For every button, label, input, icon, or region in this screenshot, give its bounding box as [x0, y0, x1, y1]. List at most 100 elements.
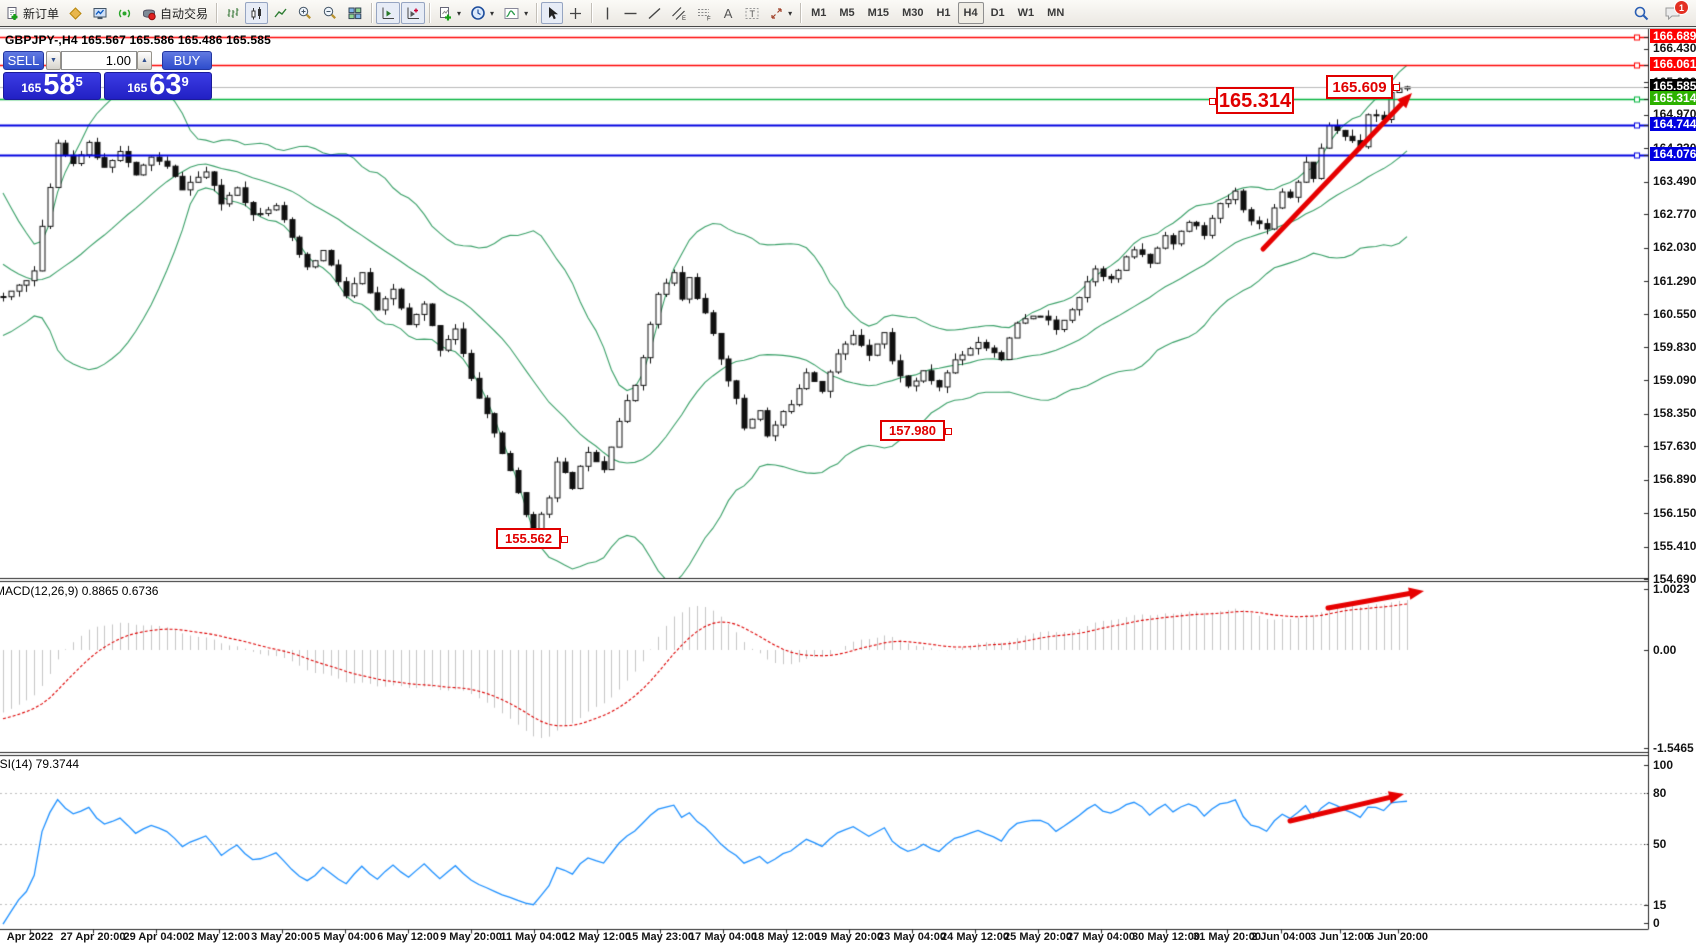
symbol-header: GBPJPY-,H4 165.567 165.586 165.486 165.5…: [5, 33, 271, 47]
time-axis-label: 25 May 20:00: [1004, 931, 1072, 943]
cursor-icon: [545, 6, 559, 21]
toolbar-separator: [216, 3, 218, 23]
fibonacci-button[interactable]: F: [692, 2, 716, 24]
cursor-button[interactable]: [541, 2, 564, 24]
toolbar-separator: [800, 3, 802, 23]
zoom-out-button[interactable]: [318, 2, 342, 24]
indicators-button[interactable]: ▾: [499, 2, 532, 24]
periods-button[interactable]: ▾: [466, 2, 498, 24]
callout-anchor: [1393, 84, 1400, 91]
timeframe-m1[interactable]: M1: [811, 7, 827, 19]
new-order-icon: [5, 6, 20, 21]
notifications-button[interactable]: 1: [1664, 0, 1689, 21]
time-axis-label: 6 Jun 20:00: [1368, 931, 1428, 943]
search-icon[interactable]: [1633, 5, 1650, 22]
volume-increase-button[interactable]: ▲: [137, 51, 152, 70]
horizontal-line-button[interactable]: [619, 2, 642, 24]
callout-anchor: [1209, 97, 1216, 105]
new-chart-button[interactable]: ▾: [434, 2, 465, 24]
bar-chart-button[interactable]: [221, 2, 244, 24]
auto-trading-icon: [141, 6, 157, 21]
buy-price-pip: 9: [181, 74, 189, 89]
time-axis-label: 2 May 12:00: [188, 931, 250, 943]
time-axis-label: 23 May 04:00: [878, 931, 946, 943]
volume-decrease-button[interactable]: ▼: [46, 51, 61, 70]
price-callout-155562[interactable]: 155.562: [496, 528, 568, 549]
vertical-line-icon: [601, 6, 614, 21]
price-axis-badge: 164.076: [1650, 147, 1696, 162]
toolbar-separator: [536, 3, 538, 23]
macd-scale-label: -1.5465: [1653, 740, 1694, 755]
time-axis-label: 11 May 04:00: [500, 931, 568, 943]
time-axis-label: 5 May 04:00: [314, 931, 376, 943]
price-axis-tick: 156.150: [1653, 505, 1696, 520]
price-callout-165314[interactable]: 165.314: [1209, 87, 1294, 114]
candlestick-chart-button[interactable]: [245, 2, 269, 24]
sell-button[interactable]: SELL: [3, 51, 44, 70]
price-callout-165609[interactable]: 165.609: [1326, 75, 1400, 99]
market-watch-button[interactable]: [88, 2, 112, 24]
tile-windows-button[interactable]: [343, 2, 367, 24]
buy-button[interactable]: BUY: [162, 51, 212, 70]
time-axis-label: 17 May 04:00: [689, 931, 757, 943]
text-button[interactable]: A: [717, 2, 739, 24]
profiles-button[interactable]: [64, 2, 87, 24]
zoom-out-icon: [322, 5, 338, 21]
timeframe-h4[interactable]: H4: [957, 2, 984, 24]
dropdown-caret: ▾: [524, 8, 529, 18]
timeframe-m15[interactable]: M15: [867, 7, 890, 19]
new-chart-icon: [438, 6, 453, 21]
rsi-scale-label: 50: [1653, 836, 1667, 851]
time-axis-label: 6 May 12:00: [377, 931, 439, 943]
timeframe-mn[interactable]: MN: [1047, 7, 1065, 19]
price-axis-tick: 166.430: [1653, 41, 1696, 56]
price-axis-tick: 160.550: [1653, 306, 1696, 321]
text-label-icon: T: [744, 6, 760, 21]
price-callout-157980[interactable]: 157.980: [880, 420, 952, 441]
timeframe-m5[interactable]: M5: [839, 7, 855, 19]
timeframe-d1[interactable]: D1: [990, 7, 1005, 19]
crosshair-icon: [568, 6, 583, 21]
timeframe-m30[interactable]: M30: [902, 7, 924, 19]
text-label-button[interactable]: T: [740, 2, 764, 24]
crosshair-button[interactable]: [564, 2, 587, 24]
zoom-in-button[interactable]: [293, 2, 317, 24]
rsi-scale-label: 100: [1653, 757, 1674, 772]
trendline-button[interactable]: [643, 2, 666, 24]
macd-scale-label: 1.0023: [1653, 581, 1690, 596]
timeframe-h1[interactable]: H1: [936, 7, 951, 19]
buy-price-big: 63: [149, 69, 182, 101]
toolbar-separator: [429, 3, 431, 23]
buy-price-display[interactable]: 165 63 9: [104, 69, 212, 101]
time-axis-label: Apr 2022: [6, 931, 54, 943]
toolbar-separator: [591, 3, 593, 23]
time-axis-label: 31 May 20:00: [1193, 931, 1261, 943]
callout-anchor: [561, 535, 568, 543]
line-chart-button[interactable]: [269, 2, 292, 24]
time-axis-label: 30 May 12:00: [1132, 931, 1200, 943]
price-axis-tick: 155.410: [1653, 539, 1696, 554]
macd-indicator-label: MACD(12,26,9) 0.8865 0.6736: [0, 584, 159, 598]
volume-input[interactable]: [61, 51, 137, 70]
auto-scroll-button[interactable]: [401, 2, 426, 24]
chart-shift-button[interactable]: [376, 2, 401, 24]
vertical-line-button[interactable]: [596, 2, 618, 24]
price-axis-tick: 162.030: [1653, 240, 1696, 255]
line-chart-icon: [273, 6, 288, 21]
new-order-button[interactable]: 新订单: [1, 2, 63, 24]
sell-price-display[interactable]: 165 58 5: [3, 69, 101, 101]
price-axis-tick: 161.290: [1653, 273, 1696, 288]
sell-price-big: 58: [43, 69, 76, 101]
time-axis-label: 24 May 12:00: [941, 931, 1009, 943]
timeframe-w1[interactable]: W1: [1017, 7, 1035, 19]
arrows-button[interactable]: ▾: [765, 2, 796, 24]
equidistant-channel-button[interactable]: E: [667, 2, 691, 24]
price-axis-badge: 165.585: [1650, 78, 1696, 93]
toolbar-right: 1: [1633, 0, 1696, 22]
bar-chart-icon: [225, 6, 240, 21]
toolbar-separator: [371, 3, 373, 23]
signal-button[interactable]: [113, 2, 136, 24]
auto-trading-button[interactable]: 自动交易: [137, 2, 212, 24]
zoom-in-icon: [297, 5, 313, 21]
